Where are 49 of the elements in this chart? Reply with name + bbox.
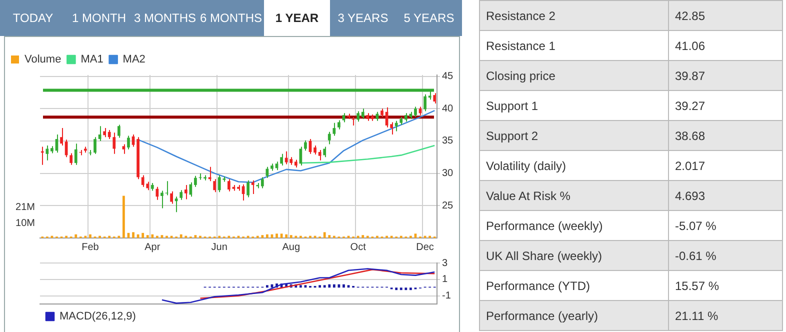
x-tick-label: Oct	[350, 242, 366, 253]
text: 39.87	[675, 68, 706, 82]
y-tick-label: -1	[442, 290, 452, 302]
legend-label: MACD(26,12,9)	[60, 310, 136, 323]
text: 4.693	[675, 188, 706, 202]
category-label: Support 2	[480, 120, 668, 150]
x-tick-label: Feb	[82, 242, 100, 253]
y-tick-label: 30	[442, 168, 454, 180]
category-label: 1 YEAR	[264, 0, 330, 36]
y-tick-label: 45	[442, 71, 454, 82]
x-tick-label: Jun	[211, 242, 228, 253]
category-label: Performance (yearly)	[480, 300, 668, 330]
text: 15.57 %	[675, 278, 720, 292]
category-label: Closing price	[480, 60, 668, 90]
text: 41.06	[675, 38, 706, 52]
text: 39.27	[675, 98, 706, 112]
y-tick-label: 3	[442, 258, 448, 269]
category-label: Resistance 2	[480, 0, 668, 30]
category-label: Volatility (daily)	[480, 150, 668, 180]
x-tick-label: Apr	[144, 242, 161, 253]
y-tick-label: 35	[442, 136, 454, 147]
legend-label: Volume	[24, 54, 62, 66]
x-tick-label: Aug	[282, 242, 300, 253]
category-label: Resistance 1	[480, 30, 668, 60]
text: -0.61 %	[675, 248, 716, 262]
category-label: Performance (YTD)	[480, 270, 668, 300]
category-label: 5 YEARS	[396, 0, 462, 36]
y2-tick-label: 21M	[16, 202, 35, 214]
y2-tick-label: 10M	[16, 218, 35, 230]
y-tick-label: 25	[442, 200, 454, 212]
text: 42.85	[675, 8, 706, 22]
y-tick-label: 1	[442, 274, 448, 286]
text: 2.017	[675, 158, 706, 172]
y-tick-label: 40	[442, 103, 454, 114]
text: -5.07 %	[675, 218, 716, 232]
category-label: 1 MONTH	[66, 0, 132, 36]
category-label: Performance (weekly)	[480, 210, 668, 240]
category-label: Value At Risk %	[480, 180, 668, 210]
legend-label: MA1	[80, 54, 104, 66]
text: 38.68	[675, 128, 706, 142]
legend-label: MA2	[122, 54, 146, 66]
category-label: TODAY	[0, 0, 66, 36]
category-label: UK All Share (weekly)	[480, 240, 668, 270]
category-label: 6 MONTHS	[198, 0, 264, 36]
category-label: 3 MONTHS	[132, 0, 198, 36]
category-label: 3 YEARS	[330, 0, 396, 36]
text: 21.11 %	[675, 308, 718, 322]
x-tick-label: Dec	[416, 242, 434, 253]
category-label: Support 1	[480, 90, 668, 120]
